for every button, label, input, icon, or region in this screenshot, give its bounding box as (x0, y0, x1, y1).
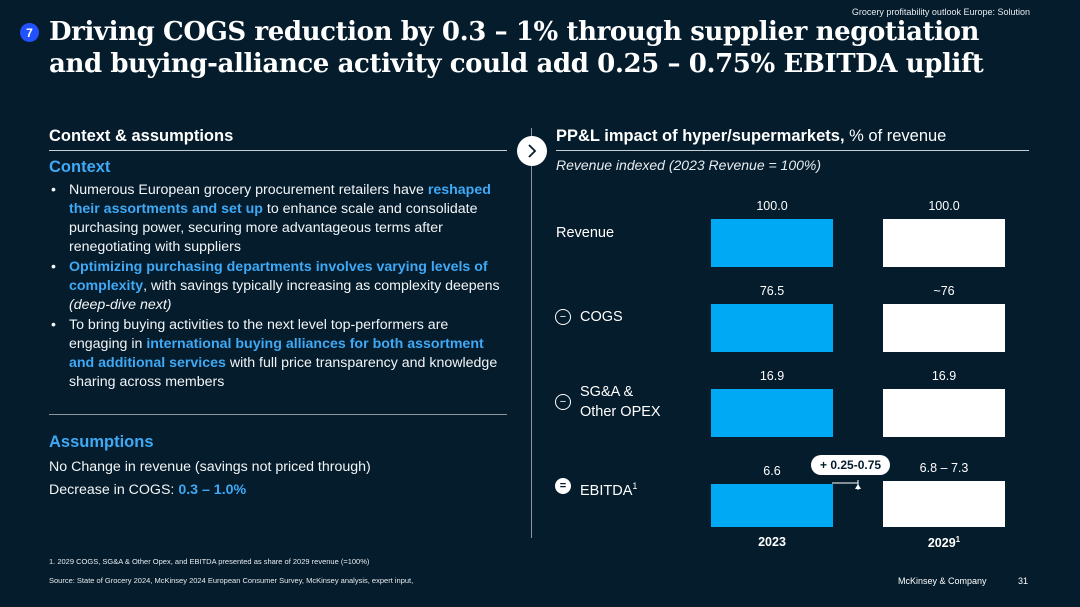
minus-circle-icon: − (555, 309, 571, 325)
assumptions-subheading: Assumptions (49, 433, 154, 451)
minus-circle-icon: − (555, 394, 571, 410)
bar-2023-row-0 (711, 219, 833, 267)
context-bullet: Numerous European grocery procurement re… (49, 181, 509, 257)
bar-2029-row-1 (883, 304, 1005, 352)
row-label-ebitda: EBITDA1 (580, 476, 637, 501)
highlighted-text: international buying alliances for both … (69, 336, 484, 371)
row-label-ebitda-text: EBITDA (580, 482, 633, 499)
chevron-right-icon (528, 144, 537, 158)
context-assumptions-heading: Context & assumptions (49, 127, 234, 145)
page-title-line-1: Driving COGS reduction by 0.3 – 1% throu… (49, 17, 980, 47)
page-title: Driving COGS reduction by 0.3 – 1% throu… (49, 16, 1049, 80)
bullet-text: with full price transparency and knowled… (69, 355, 498, 390)
chart-title-bold: PP&L impact of hyper/supermarkets, (556, 127, 845, 145)
page-number: 31 (1018, 576, 1029, 586)
row-label-sga-line2: Other OPEX (580, 404, 661, 420)
company-name: McKinsey & Company (898, 576, 987, 586)
highlighted-text: Optimizing purchasing departments involv… (69, 259, 488, 294)
next-arrow-button[interactable] (517, 136, 547, 166)
bar-2029-row-3 (883, 480, 1005, 527)
highlighted-text: reshaped their assortments and set up (69, 182, 491, 217)
bullet-text: Numerous European grocery procurement re… (69, 182, 428, 198)
vertical-divider (531, 128, 532, 538)
ebitda-uplift-callout: + 0.25-0.75 (811, 455, 891, 475)
deck-section-tag: Grocery profitability outlook Europe: So… (851, 7, 1030, 17)
value-label-2029-row-0: 100.0 (928, 199, 960, 213)
assumption-cogs: Decrease in COGS: 0.3 – 1.0% (49, 481, 246, 500)
context-bullet: Optimizing purchasing departments involv… (49, 258, 509, 315)
value-label-2029-row-1: ~76 (933, 284, 955, 299)
value-label-2029-row-2: 16.9 (931, 369, 957, 383)
bullet-text: , with savings typically increasing as c… (143, 278, 500, 294)
x-label-2023: 2023 (758, 535, 786, 549)
callout-connector (832, 480, 861, 490)
assumption-cogs-value: 0.3 – 1.0% (178, 482, 247, 498)
left-heading-rule (49, 150, 507, 151)
row-label-revenue: Revenue (556, 225, 615, 241)
x-label-2029: 20291 (883, 535, 1005, 550)
equals-circle-icon: = (555, 478, 571, 494)
page-number-badge: 7 (20, 23, 39, 42)
row-label-cogs: COGS (580, 309, 623, 325)
value-label-2023-row-1: 76.5 (759, 284, 785, 298)
left-divider (49, 414, 507, 415)
bullet-text: to enhance scale and consolidate purchas… (69, 201, 478, 255)
assumption-revenue: No Change in revenue (savings not priced… (49, 459, 371, 475)
footnote: 1. 2029 COGS, SG&A & Other Opex, and EBI… (49, 557, 370, 566)
x-label-2029-footnote: 1 (955, 535, 961, 544)
row-label-sga-opex: SG&A & Other OPEX (580, 382, 661, 422)
bar-2023-row-3 (711, 483, 833, 527)
value-label-2023-row-0: 100.0 (756, 199, 788, 213)
context-subheading: Context (49, 158, 111, 176)
bar-2029-row-0 (883, 219, 1005, 267)
chart-heading-rule (556, 150, 1029, 151)
bar-2023-row-1 (711, 304, 833, 352)
bar-2029-row-2 (883, 389, 1005, 437)
page-title-line-2: and buying-alliance activity could add 0… (49, 49, 984, 79)
chart-title: PP&L impact of hyper/supermarkets, % of … (556, 127, 946, 146)
source-note: Source: State of Grocery 2024, McKinsey … (49, 576, 414, 585)
context-bullet-list: Numerous European grocery procurement re… (49, 181, 509, 393)
context-bullet: To bring buying activities to the next l… (49, 316, 509, 392)
value-label-2023-row-2: 16.9 (759, 369, 785, 383)
chart-subtitle: Revenue indexed (2023 Revenue = 100%) (556, 157, 822, 173)
ebitda-footnote-marker: 1 (632, 481, 638, 491)
bullet-text: (deep-dive next) (69, 297, 172, 313)
value-label-2029-row-3: 6.8 – 7.3 (919, 460, 969, 475)
row-label-sga-line1: SG&A & (580, 384, 634, 400)
chart-title-unit: % of revenue (844, 127, 947, 145)
value-label-2023-row-3: 6.6 (763, 463, 781, 478)
assumption-cogs-label: Decrease in COGS: (49, 482, 179, 498)
x-label-2029-text: 2029 (927, 536, 956, 551)
bullet-text: To bring buying activities to the next l… (69, 317, 449, 352)
bar-2023-row-2 (711, 389, 833, 437)
